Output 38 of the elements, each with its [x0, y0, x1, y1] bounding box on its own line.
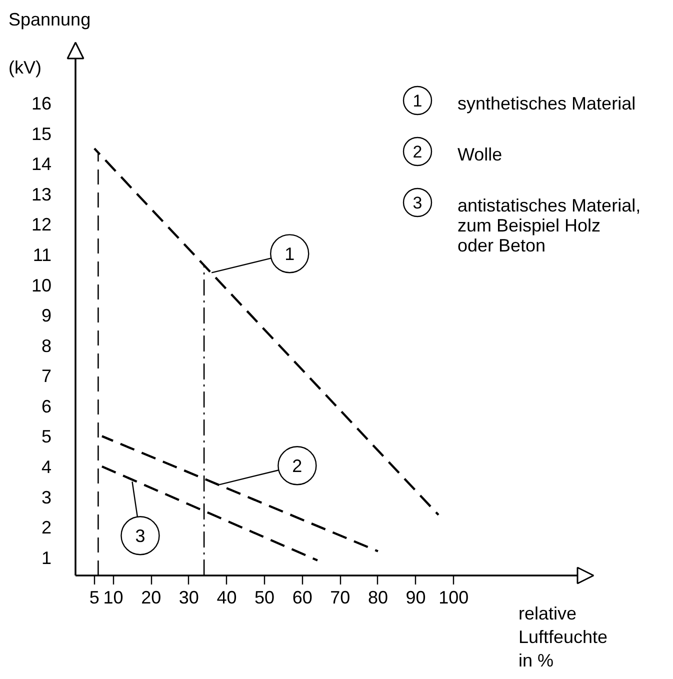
y-tick-label: 9 — [41, 306, 52, 326]
x-tick-label: 40 — [216, 588, 237, 608]
text: Spannung (kV) — [8, 10, 91, 78]
annotation: 1 — [284, 244, 295, 264]
legend-label: synthetisches Material — [458, 94, 636, 114]
x-tick-label: 80 — [368, 588, 388, 608]
y-tick-label: 14 — [31, 154, 52, 174]
text: 3 — [412, 194, 422, 212]
y-tick-label: 5 — [41, 426, 52, 447]
x-tick-label: 10 — [103, 588, 124, 608]
y-tick-label: 7 — [41, 366, 52, 386]
y-tick-label: 3 — [41, 487, 52, 508]
text: 2 — [412, 142, 422, 162]
x-axis-title: relative Luftfeuchte in % — [518, 604, 608, 670]
annotation: 3 — [135, 526, 146, 546]
legend-label: antistatisches Material, zum Beispiel Holz oder Beton — [458, 196, 641, 256]
y-tick-label: 1 — [41, 548, 52, 568]
annotation: 2 — [292, 456, 302, 476]
y-tick-label: 13 — [31, 184, 52, 204]
y-tick-label: 16 — [31, 94, 52, 114]
x-tick-label: 50 — [254, 588, 275, 608]
y-tick-label: 2 — [41, 518, 52, 538]
x-tick-label: 20 — [141, 588, 162, 608]
y-tick-label: 12 — [31, 214, 52, 235]
y-tick-label: 8 — [41, 336, 52, 356]
text: 1 — [412, 92, 422, 110]
x-tick-label: 30 — [178, 588, 199, 608]
y-tick-label: 11 — [32, 244, 52, 265]
legend-label: Wolle — [458, 144, 502, 164]
y-tick-label: 10 — [31, 275, 52, 296]
x-tick-label: 60 — [292, 588, 312, 608]
x-tick-label: 90 — [406, 588, 426, 608]
y-tick-label: 4 — [41, 456, 52, 477]
y-tick-label: 6 — [41, 396, 52, 416]
x-tick-label: 5 — [89, 588, 100, 608]
y-tick-label: 15 — [31, 124, 52, 144]
x-tick-label: 100 — [438, 588, 469, 608]
x-tick-label: 70 — [330, 588, 350, 608]
